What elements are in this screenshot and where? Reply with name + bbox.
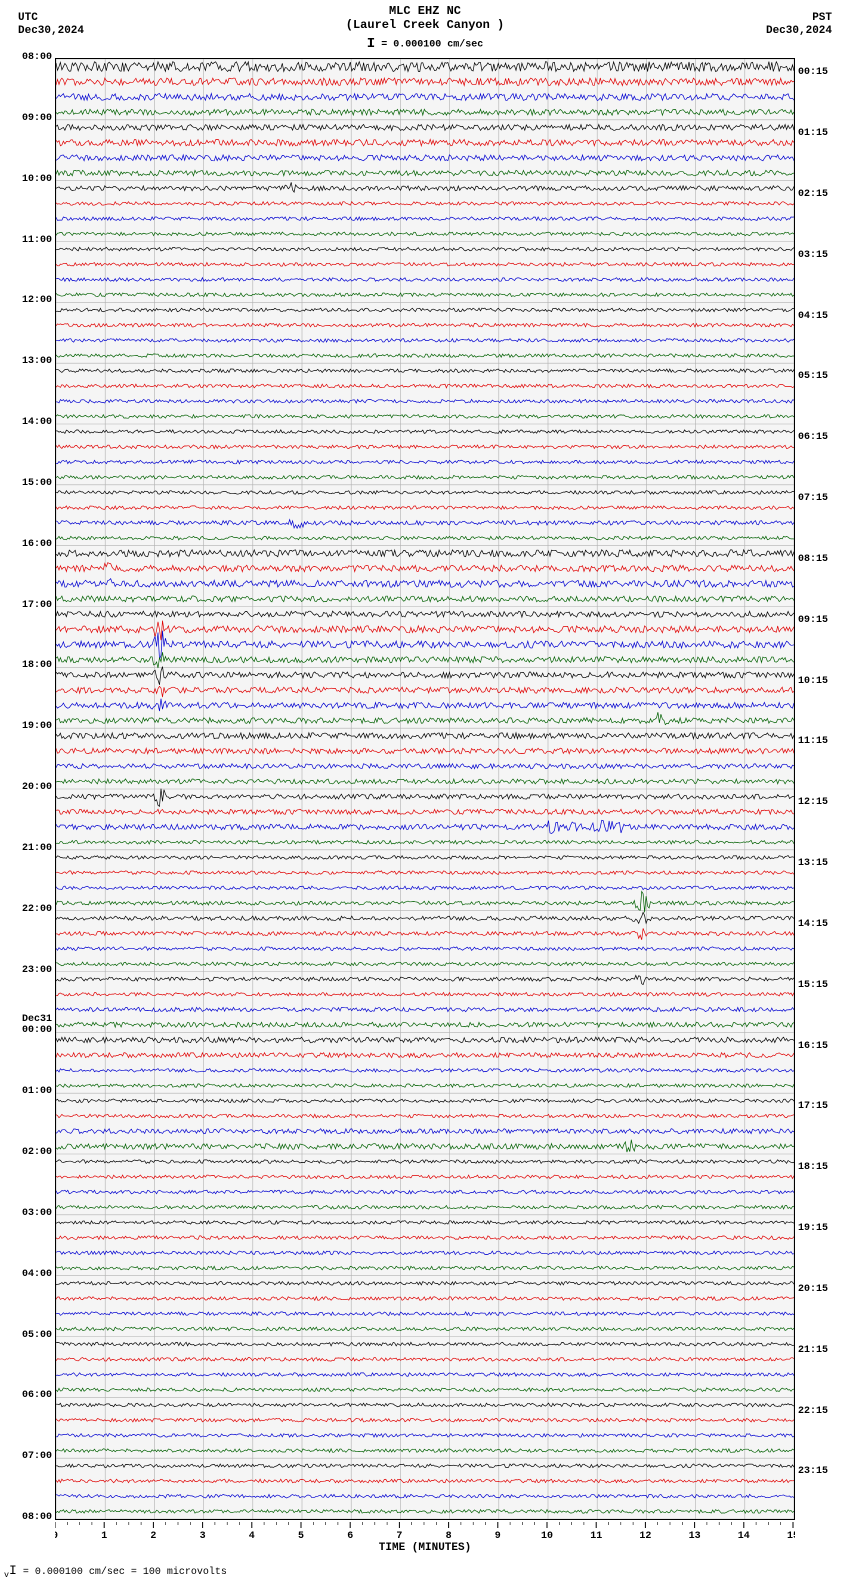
svg-text:12: 12	[639, 1531, 651, 1542]
footer-scale: vI = 0.000100 cm/sec = 100 microvolts	[4, 1563, 227, 1580]
svg-text:14: 14	[738, 1531, 750, 1542]
right-hour-label: 20:15	[798, 1285, 850, 1295]
x-axis: 0123456789101112131415 TIME (MINUTES)	[55, 1522, 795, 1562]
svg-text:3: 3	[200, 1531, 206, 1542]
left-hour-label: 02:00	[0, 1148, 52, 1158]
left-hour-label: 08:00	[0, 53, 52, 63]
right-hour-label: 16:15	[798, 1042, 850, 1052]
tz-right-block: PST Dec30,2024	[766, 12, 832, 38]
svg-text:10: 10	[541, 1531, 553, 1542]
right-hour-label: 14:15	[798, 920, 850, 930]
svg-text:5: 5	[298, 1531, 304, 1542]
left-hour-label: 13:00	[0, 357, 52, 367]
right-hour-label: 17:15	[798, 1102, 850, 1112]
right-hour-label: 19:15	[798, 1224, 850, 1234]
right-hour-label: 03:15	[798, 251, 850, 261]
tz-left-date: Dec30,2024	[18, 25, 84, 38]
left-hour-label: 03:00	[0, 1209, 52, 1219]
left-hour-label: 06:00	[0, 1391, 52, 1401]
tz-right-date: Dec30,2024	[766, 25, 832, 38]
right-hour-label: 06:15	[798, 433, 850, 443]
left-hour-label: 19:00	[0, 722, 52, 732]
left-hour-label: 08:00	[0, 1513, 52, 1523]
svg-text:9: 9	[495, 1531, 501, 1542]
svg-text:15: 15	[787, 1531, 795, 1542]
left-hour-label: 10:00	[0, 175, 52, 185]
right-hour-label: 01:15	[798, 129, 850, 139]
x-axis-ticks: 0123456789101112131415	[55, 1522, 795, 1542]
left-hour-label: 18:00	[0, 661, 52, 671]
right-hour-label: 05:15	[798, 372, 850, 382]
left-hour-label: 15:00	[0, 479, 52, 489]
left-hour-label: 11:00	[0, 236, 52, 246]
left-hour-label: 21:00	[0, 844, 52, 854]
left-hour-label: 00:00	[0, 1026, 52, 1036]
right-hour-label: 00:15	[798, 68, 850, 78]
right-hour-label: 02:15	[798, 190, 850, 200]
left-hour-label: 22:00	[0, 905, 52, 915]
svg-text:11: 11	[590, 1531, 602, 1542]
right-hour-label: 21:15	[798, 1346, 850, 1356]
tz-right-zone: PST	[766, 12, 832, 25]
svg-text:13: 13	[689, 1531, 701, 1542]
station-title: MLC EHZ NC	[0, 4, 850, 18]
plot-area	[55, 58, 795, 1520]
svg-text:7: 7	[396, 1531, 402, 1542]
right-hour-label: 23:15	[798, 1467, 850, 1477]
seismogram-container: UTC Dec30,2024 PST Dec30,2024 MLC EHZ NC…	[0, 0, 850, 1584]
seismogram-svg	[56, 59, 794, 1519]
right-hour-label: 15:15	[798, 981, 850, 991]
svg-text:8: 8	[446, 1531, 452, 1542]
svg-text:4: 4	[249, 1531, 255, 1542]
left-hour-label: 16:00	[0, 540, 52, 550]
right-hour-label: 13:15	[798, 859, 850, 869]
left-hour-label: 09:00	[0, 114, 52, 124]
left-hour-label: 07:00	[0, 1452, 52, 1462]
right-hour-label: 18:15	[798, 1163, 850, 1173]
left-hour-label: 05:00	[0, 1331, 52, 1341]
left-date-break: Dec31	[0, 1015, 52, 1025]
left-hour-label: 20:00	[0, 783, 52, 793]
left-hour-label: 17:00	[0, 601, 52, 611]
svg-text:2: 2	[150, 1531, 156, 1542]
x-axis-label: TIME (MINUTES)	[55, 1542, 795, 1554]
station-subtitle: (Laurel Creek Canyon )	[0, 18, 850, 32]
right-hour-label: 04:15	[798, 312, 850, 322]
right-hour-labels: 00:15 01:15 02:15 03:15 04:15 05:15 06:15 07:15…	[794, 58, 850, 1520]
right-hour-label: 22:15	[798, 1407, 850, 1417]
left-hour-label: 23:00	[0, 966, 52, 976]
scale-label: I = 0.000100 cm/sec	[0, 36, 850, 52]
svg-text:6: 6	[347, 1531, 353, 1542]
svg-text:1: 1	[101, 1531, 107, 1542]
tz-left-zone: UTC	[18, 12, 84, 25]
header: MLC EHZ NC (Laurel Creek Canyon ) I = 0.…	[0, 0, 850, 52]
right-hour-label: 08:15	[798, 555, 850, 565]
right-hour-label: 11:15	[798, 737, 850, 747]
left-hour-label: 04:00	[0, 1270, 52, 1280]
svg-text:0: 0	[55, 1531, 58, 1542]
tz-left-block: UTC Dec30,2024	[18, 12, 84, 38]
right-hour-label: 10:15	[798, 677, 850, 687]
right-hour-label: 12:15	[798, 798, 850, 808]
left-hour-labels: 08:00 09:00 10:00 11:00 12:00 13:00 14:00 15:00…	[0, 58, 52, 1520]
left-hour-label: 12:00	[0, 296, 52, 306]
left-hour-label: 14:00	[0, 418, 52, 428]
left-hour-label: 01:00	[0, 1087, 52, 1097]
right-hour-label: 07:15	[798, 494, 850, 504]
right-hour-label: 09:15	[798, 616, 850, 626]
